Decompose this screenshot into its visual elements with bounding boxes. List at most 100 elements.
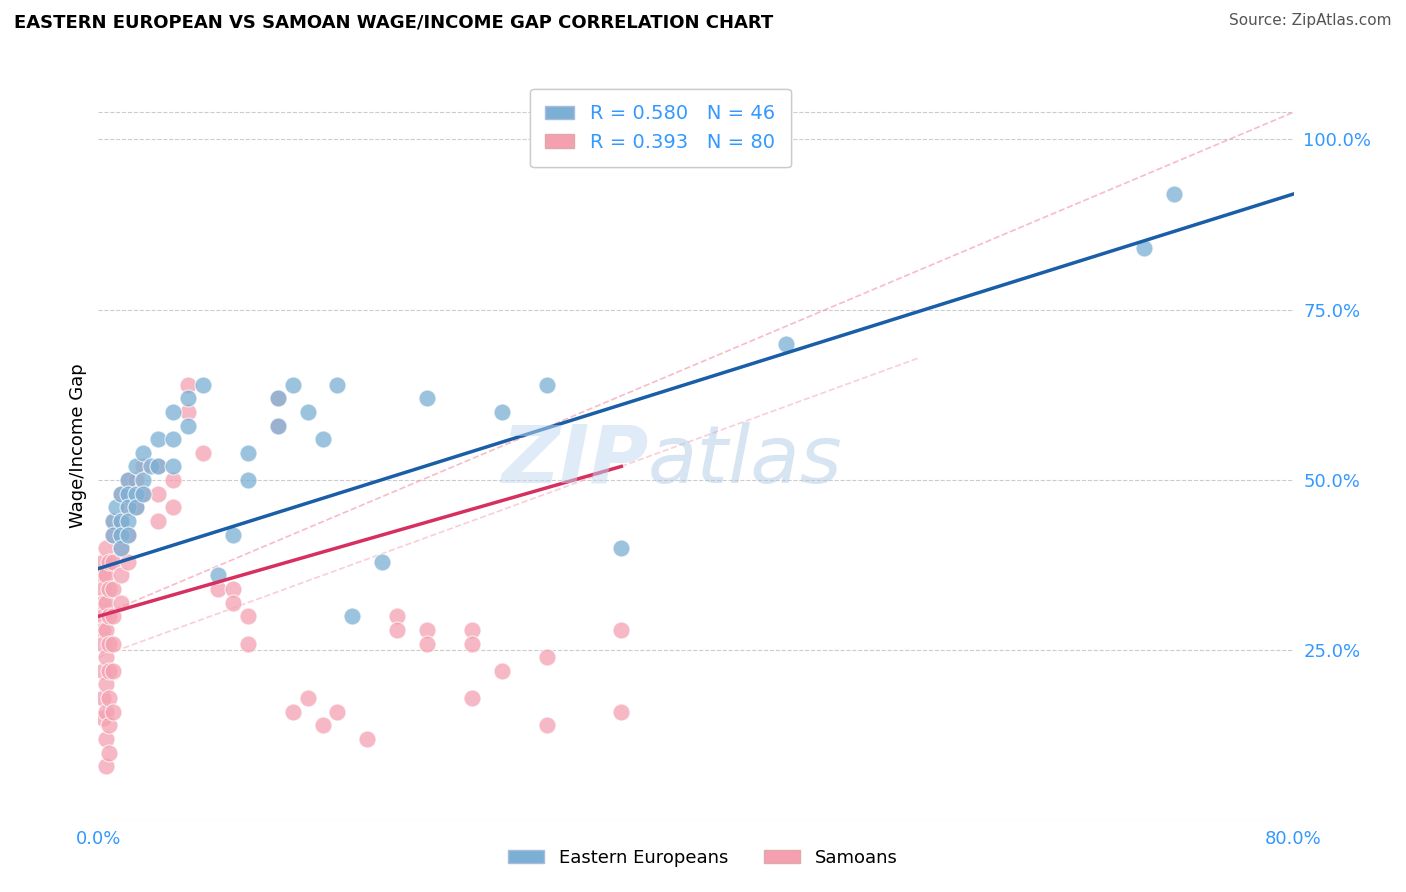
- Point: [191, 377, 214, 392]
- Point: [207, 568, 229, 582]
- Point: [461, 691, 484, 706]
- Point: [91, 711, 114, 725]
- Point: [94, 541, 117, 556]
- Point: [94, 731, 117, 746]
- Point: [103, 664, 125, 678]
- Point: [416, 636, 439, 650]
- Text: EASTERN EUROPEAN VS SAMOAN WAGE/INCOME GAP CORRELATION CHART: EASTERN EUROPEAN VS SAMOAN WAGE/INCOME G…: [14, 13, 773, 31]
- Point: [177, 405, 200, 419]
- Point: [125, 459, 148, 474]
- Point: [125, 486, 148, 500]
- Point: [94, 677, 117, 691]
- Point: [103, 514, 125, 528]
- Point: [97, 582, 120, 596]
- Point: [162, 459, 184, 474]
- Point: [148, 486, 170, 500]
- Point: [117, 486, 139, 500]
- Point: [103, 514, 125, 528]
- Point: [94, 759, 117, 773]
- Point: [342, 609, 364, 624]
- Point: [125, 500, 148, 515]
- Legend: R = 0.580   N = 46, R = 0.393   N = 80: R = 0.580 N = 46, R = 0.393 N = 80: [530, 88, 790, 168]
- Point: [162, 500, 184, 515]
- Point: [416, 623, 439, 637]
- Point: [297, 405, 319, 419]
- Point: [125, 473, 148, 487]
- Point: [162, 432, 184, 446]
- Point: [461, 636, 484, 650]
- Y-axis label: Wage/Income Gap: Wage/Income Gap: [69, 364, 87, 528]
- Point: [371, 555, 394, 569]
- Point: [94, 596, 117, 610]
- Point: [97, 609, 120, 624]
- Point: [125, 500, 148, 515]
- Point: [281, 377, 304, 392]
- Point: [117, 500, 139, 515]
- Point: [177, 392, 200, 406]
- Point: [148, 514, 170, 528]
- Point: [110, 541, 132, 556]
- Point: [103, 555, 125, 569]
- Point: [103, 527, 125, 541]
- Point: [94, 650, 117, 665]
- Point: [491, 664, 513, 678]
- Point: [110, 486, 132, 500]
- Point: [177, 418, 200, 433]
- Text: atlas: atlas: [648, 422, 844, 500]
- Point: [103, 636, 125, 650]
- Point: [385, 623, 409, 637]
- Point: [117, 473, 139, 487]
- Point: [775, 336, 797, 351]
- Point: [91, 568, 114, 582]
- Point: [91, 691, 114, 706]
- Text: Source: ZipAtlas.com: Source: ZipAtlas.com: [1229, 13, 1392, 29]
- Point: [91, 596, 114, 610]
- Point: [610, 623, 633, 637]
- Point: [267, 418, 290, 433]
- Point: [148, 459, 170, 474]
- Point: [117, 514, 139, 528]
- Point: [110, 568, 132, 582]
- Point: [117, 500, 139, 515]
- Point: [236, 636, 259, 650]
- Point: [132, 446, 155, 460]
- Point: [416, 392, 439, 406]
- Point: [97, 555, 120, 569]
- Text: ZIP: ZIP: [501, 422, 648, 500]
- Point: [132, 486, 155, 500]
- Point: [236, 473, 259, 487]
- Point: [94, 623, 117, 637]
- Point: [94, 568, 117, 582]
- Point: [91, 609, 114, 624]
- Point: [103, 527, 125, 541]
- Point: [311, 718, 333, 732]
- Point: [191, 446, 214, 460]
- Point: [177, 377, 200, 392]
- Point: [311, 432, 333, 446]
- Point: [132, 473, 155, 487]
- Point: [267, 392, 290, 406]
- Point: [97, 636, 120, 650]
- Point: [148, 459, 170, 474]
- Point: [91, 582, 114, 596]
- Point: [326, 377, 349, 392]
- Point: [97, 664, 120, 678]
- Point: [536, 377, 558, 392]
- Point: [110, 514, 132, 528]
- Point: [97, 718, 120, 732]
- Point: [117, 473, 139, 487]
- Point: [103, 582, 125, 596]
- Point: [103, 609, 125, 624]
- Point: [1163, 186, 1185, 201]
- Point: [610, 541, 633, 556]
- Point: [148, 432, 170, 446]
- Point: [610, 705, 633, 719]
- Point: [110, 541, 132, 556]
- Point: [91, 623, 114, 637]
- Point: [117, 527, 139, 541]
- Point: [162, 473, 184, 487]
- Point: [491, 405, 513, 419]
- Point: [236, 609, 259, 624]
- Point: [91, 664, 114, 678]
- Point: [117, 527, 139, 541]
